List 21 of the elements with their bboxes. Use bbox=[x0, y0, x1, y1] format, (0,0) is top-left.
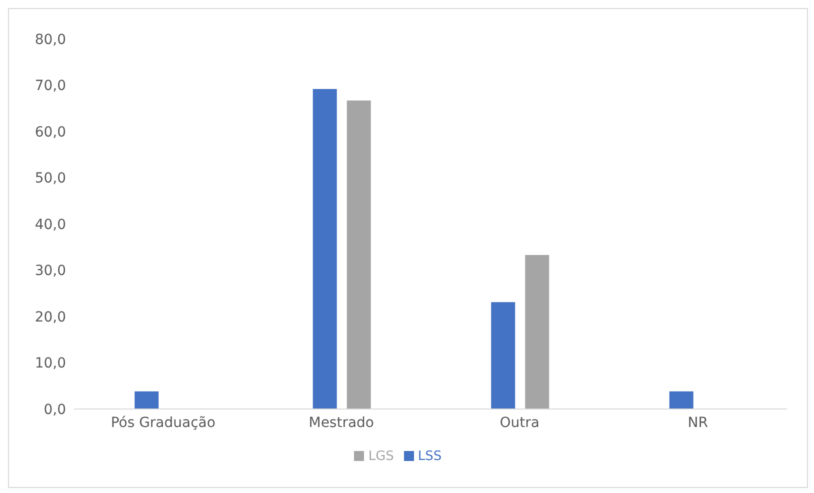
y-tick-label: 0,0 bbox=[44, 402, 66, 418]
x-tick-label: Mestrado bbox=[308, 414, 374, 431]
legend-label: LSS bbox=[418, 449, 442, 464]
x-tick-label: Outra bbox=[500, 414, 540, 431]
bar bbox=[525, 254, 550, 409]
y-tick-label: 10,0 bbox=[34, 356, 66, 372]
x-tick-label: NR bbox=[688, 414, 708, 431]
y-tick-label: 30,0 bbox=[34, 263, 66, 280]
x-tick-label: Pós Graduação bbox=[110, 414, 216, 431]
bar bbox=[669, 391, 694, 409]
y-tick-label: 60,0 bbox=[34, 124, 66, 140]
bar bbox=[312, 88, 337, 409]
bar bbox=[491, 302, 516, 409]
y-tick-label: 40,0 bbox=[34, 216, 66, 233]
bar bbox=[346, 100, 371, 409]
legend-label: LGS bbox=[368, 449, 394, 464]
y-tick-label: 80,0 bbox=[34, 32, 66, 48]
y-tick-label: 20,0 bbox=[34, 309, 66, 326]
bar bbox=[134, 391, 159, 409]
y-tick-label: 50,0 bbox=[34, 170, 66, 187]
y-tick-label: 70,0 bbox=[34, 78, 66, 94]
